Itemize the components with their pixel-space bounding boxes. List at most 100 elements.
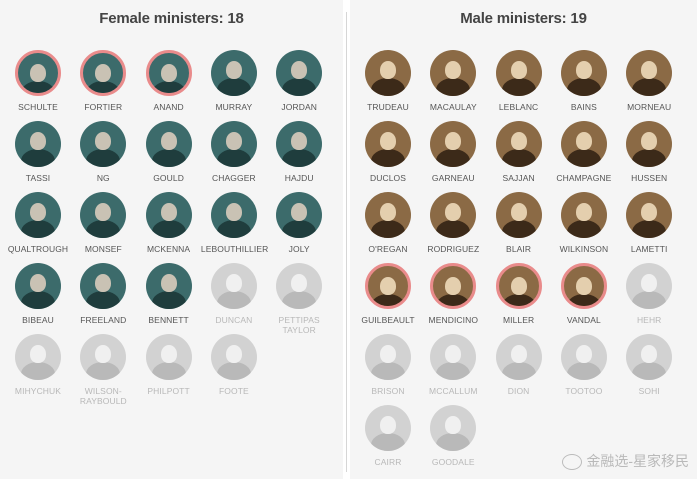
portrait-body-shape xyxy=(566,294,601,306)
minister-card: JORDAN xyxy=(266,50,332,112)
portrait-body-shape xyxy=(371,362,405,380)
minister-card: FOOTE xyxy=(201,334,267,396)
minister-name: LEBOUTHILLIER xyxy=(200,244,269,254)
minister-portrait xyxy=(430,121,477,167)
minister-card: MORNEAU xyxy=(616,50,682,112)
minister-name: PHILPOTT xyxy=(147,386,190,396)
minister-portrait xyxy=(210,334,257,380)
minister-portrait xyxy=(365,334,411,380)
minister-name: GOODALE xyxy=(431,457,475,467)
portrait-body-shape xyxy=(282,291,317,309)
portrait-head-shape xyxy=(225,345,242,363)
minister-card: LEBLANC xyxy=(486,50,552,112)
male-panel-title: Male ministers: 19 xyxy=(460,10,587,27)
minister-card: DION xyxy=(486,334,552,396)
minister-card: TASSI xyxy=(5,121,71,183)
portrait-body-shape xyxy=(371,78,405,96)
minister-portrait xyxy=(430,334,477,380)
portrait-head-shape xyxy=(380,416,396,434)
minister-portrait xyxy=(276,50,323,96)
portrait-body-shape xyxy=(216,291,251,309)
portrait-body-shape xyxy=(151,220,186,238)
portrait-head-shape xyxy=(575,132,592,150)
portrait-head-shape xyxy=(380,132,396,150)
portrait-body-shape xyxy=(371,220,405,238)
minister-name: LEBLANC xyxy=(498,102,539,112)
minister-portrait xyxy=(626,334,673,380)
minister-name: JORDAN xyxy=(281,102,317,112)
portrait-head-shape xyxy=(95,274,112,292)
minister-portrait xyxy=(276,121,323,167)
minister-card: JOLY xyxy=(266,192,332,254)
portrait-body-shape xyxy=(566,149,601,167)
minister-name: O'REGAN xyxy=(368,244,408,254)
minister-name: SCHULTE xyxy=(18,102,58,112)
portrait-head-shape xyxy=(445,277,462,295)
portrait-body-shape xyxy=(436,433,471,451)
minister-card: LEBOUTHILLIER xyxy=(200,192,269,254)
portrait-body-shape xyxy=(632,149,667,167)
minister-portrait xyxy=(145,50,192,96)
minister-card: BENNETT xyxy=(136,263,202,325)
minister-name: MONSEF xyxy=(84,244,122,254)
minister-name: FORTIER xyxy=(84,102,123,112)
weibo-icon xyxy=(562,454,583,471)
portrait-head-shape xyxy=(225,274,242,292)
minister-portrait xyxy=(210,263,257,309)
minister-card: LAMETTI xyxy=(616,192,682,254)
portrait-body-shape xyxy=(436,78,471,96)
minister-card: DUNCAN xyxy=(201,263,267,325)
minister-card: SOHI xyxy=(616,334,682,396)
minister-portrait xyxy=(495,50,542,96)
minister-portrait xyxy=(626,121,673,167)
minister-name: GOULD xyxy=(153,173,184,183)
portrait-head-shape xyxy=(225,132,242,150)
portrait-body-shape xyxy=(282,220,317,238)
minister-card: NG xyxy=(70,121,136,183)
minister-name: WILSON-RAYBOULD xyxy=(79,386,127,406)
minister-portrait xyxy=(560,121,607,167)
minister-name: HAJDU xyxy=(284,173,314,183)
portrait-body-shape xyxy=(501,362,536,380)
minister-name: MACAULAY xyxy=(429,102,477,112)
minister-card: QUALTROUGH xyxy=(5,192,71,254)
minister-name: DUNCAN xyxy=(215,315,253,325)
portrait-head-shape xyxy=(575,61,592,79)
watermark-text: 金融选-星家移民 xyxy=(586,453,689,469)
female-panel-title: Female ministers: 18 xyxy=(99,10,244,27)
minister-card: RODRIGUEZ xyxy=(420,192,486,254)
portrait-head-shape xyxy=(641,203,658,221)
minister-name: CHAMPAGNE xyxy=(556,173,612,183)
portrait-head-shape xyxy=(445,61,462,79)
portrait-body-shape xyxy=(21,220,55,238)
portrait-body-shape xyxy=(501,149,536,167)
portrait-body-shape xyxy=(501,294,536,306)
portrait-body-shape xyxy=(501,220,536,238)
portrait-body-shape xyxy=(151,362,186,380)
minister-portrait xyxy=(15,121,61,167)
male-ministers-panel: Male ministers: 19 TRUDEAU MACAULAY LEBLAN… xyxy=(350,0,697,479)
portrait-body-shape xyxy=(371,149,405,167)
minister-card: GARNEAU xyxy=(420,121,486,183)
portrait-body-shape xyxy=(86,291,121,309)
minister-card: HEHR xyxy=(616,263,682,325)
portrait-head-shape xyxy=(380,203,396,221)
portrait-head-shape xyxy=(95,203,112,221)
minister-name: SOHI xyxy=(638,386,660,396)
minister-portrait xyxy=(80,50,127,96)
minister-card: FORTIER xyxy=(70,50,136,112)
minister-name: TASSI xyxy=(25,173,51,183)
portrait-body-shape xyxy=(216,149,251,167)
minister-card: MENDICINO xyxy=(420,263,486,325)
minister-card: CAIRR xyxy=(355,405,421,467)
minister-card: HUSSEN xyxy=(616,121,682,183)
portrait-head-shape xyxy=(510,203,527,221)
portrait-body-shape xyxy=(371,433,405,451)
portrait-body-shape xyxy=(216,78,251,96)
portrait-body-shape xyxy=(566,362,601,380)
minister-portrait xyxy=(210,121,257,167)
portrait-head-shape xyxy=(160,64,177,82)
minister-card: MIHYCHUK xyxy=(5,334,71,396)
portrait-head-shape xyxy=(641,61,658,79)
portrait-head-shape xyxy=(575,203,592,221)
